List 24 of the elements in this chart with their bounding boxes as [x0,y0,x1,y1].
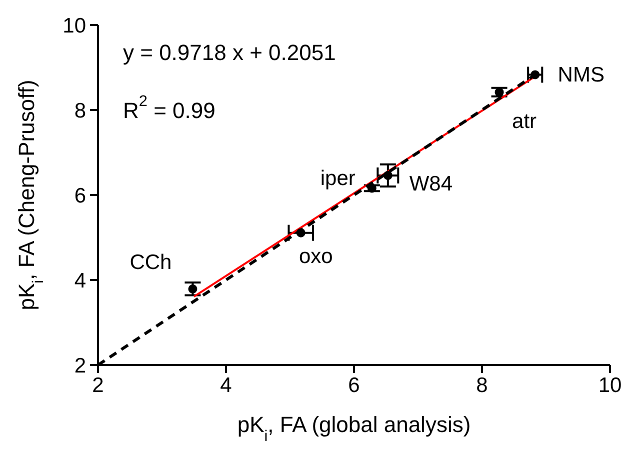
annotation: CCh [130,250,172,274]
annotation: oxo [298,244,333,268]
x-tick-label: 2 [92,374,104,397]
y-tick-label: 4 [74,269,86,292]
point [296,228,306,238]
point [383,170,392,180]
point [367,184,376,193]
annotation: y = 0.9718 x + 0.2051 [123,40,336,64]
point [530,70,540,80]
x-tick-label: 10 [598,374,622,397]
point [188,284,198,294]
annotation: W84 [409,172,453,195]
y-tick-label: 10 [62,14,86,38]
y-tick-label: 2 [74,354,86,378]
x-axis-title: pK$_{i}$, FA (global analysis) [237,412,471,444]
x-tick-label: 8 [476,374,488,397]
annotation: iper [320,166,356,190]
annotation: atr [512,110,537,133]
x-tick-label: 6 [348,374,360,397]
annotation: NMS [558,63,604,86]
annotation: R$^{2}$ = 0.99 [123,93,216,122]
y-tick-label: 6 [74,184,86,208]
y-tick-label: 8 [74,99,86,122]
x-tick-label: 4 [220,374,232,397]
